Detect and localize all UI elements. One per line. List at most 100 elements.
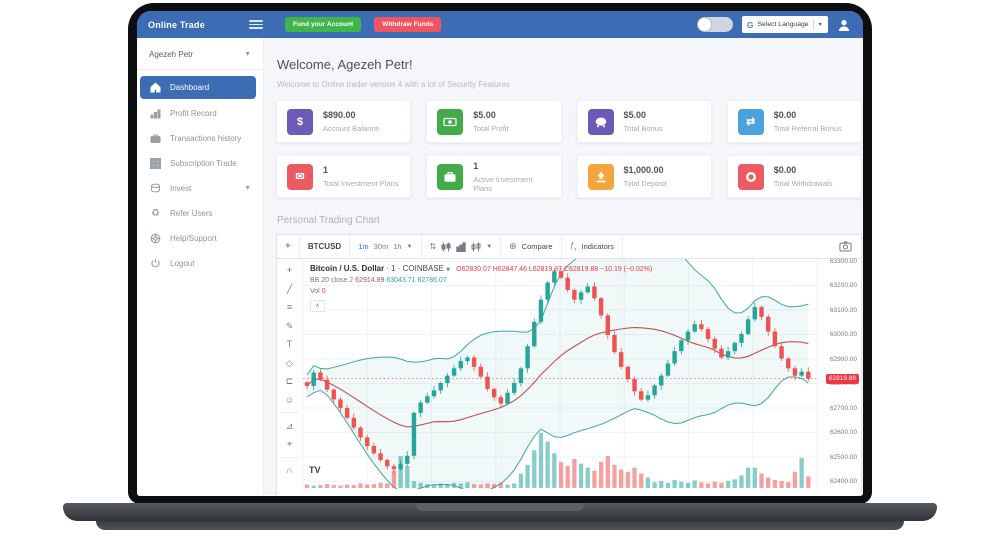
stat-card-total-deposit: $1,000.00 Total Deposit: [576, 155, 712, 198]
text-tool[interactable]: T: [286, 339, 293, 349]
sidebar-item-invest[interactable]: Invest ▼: [137, 176, 263, 201]
chevron-down-icon[interactable]: ▼: [486, 243, 493, 250]
toggle-knob: [697, 18, 711, 31]
chart-toolbar: + BTCUSD 1m 30m 1h ▼ ⇅: [277, 235, 861, 259]
fund-account-button[interactable]: Fund your Account: [285, 17, 362, 32]
stat-card-total-bonus: $5.00 Total Bonus: [576, 100, 712, 143]
measure-tool[interactable]: ⊿: [285, 420, 294, 431]
stat-card-active-investment-plans: 1 Active Investment Plans: [426, 155, 562, 198]
crosshair-mode-button[interactable]: +: [277, 235, 300, 258]
chevron-down-icon[interactable]: ▼: [406, 243, 413, 250]
drawing-tools-sidebar: + ╱ ≡ ✎ T ◇ ⊏ ☺ ⊿ ⌖ ∩: [277, 259, 303, 495]
tradingview-logo: TV: [309, 465, 321, 475]
price-tick: 63100.00: [829, 306, 857, 314]
compare-arrows-icon[interactable]: ⇅: [429, 242, 437, 251]
volume-style-icon[interactable]: [456, 241, 466, 252]
crosshair-tool[interactable]: +: [286, 265, 293, 275]
main-content: Welcome, Agezeh Petr! Welcome to Online …: [264, 38, 863, 495]
app-header: Online Trade Fund your Account Withdraw …: [137, 11, 863, 38]
compare-button[interactable]: ⊕ Compare: [501, 235, 562, 258]
ring-icon: [737, 163, 764, 190]
market-status-dot: ●: [445, 266, 451, 273]
symbol-button[interactable]: BTCUSD: [300, 235, 351, 258]
stat-card-total-withdrawals: $0.00 Total Withdrawals: [726, 155, 862, 198]
emoji-tool[interactable]: ☺: [284, 394, 295, 405]
timeframe-switcher: 1m 30m 1h ▼: [350, 235, 422, 258]
stat-card-total-profit: $5.00 Total Profit: [426, 100, 562, 143]
language-label: Select Language: [757, 21, 809, 28]
sidebar-item-dashboard[interactable]: Dashboard: [140, 76, 256, 99]
timeframe-1h[interactable]: 1h: [393, 242, 402, 251]
price-tick: 63000.00: [829, 331, 857, 338]
pattern-tool[interactable]: ◇: [286, 357, 293, 368]
sidebar-item-refer-users[interactable]: ♻ Refer Users: [151, 208, 213, 219]
dollar-icon: $: [287, 108, 313, 135]
page-title: Welcome, Agezeh Petr!: [277, 57, 413, 72]
legend-bb-upper: 63043.71: [386, 277, 416, 284]
sidebar-item-logout[interactable]: Logout: [137, 251, 263, 276]
trend-line-tool[interactable]: ╱: [286, 283, 293, 294]
piggy-icon: [587, 108, 614, 135]
home-icon: [150, 82, 161, 93]
legend-meta: · 1 · COINBASE: [386, 264, 444, 273]
indicators-button[interactable]: ƒx Indicators: [562, 235, 624, 258]
cash-icon: [437, 108, 464, 135]
brush-tool[interactable]: ✎: [285, 320, 294, 331]
language-selector[interactable]: G Select Language ▼: [741, 16, 828, 33]
legend-bb-label: BB 20 close 2: [310, 277, 354, 284]
screenshot-camera-button[interactable]: [830, 235, 861, 258]
candles-style-icon[interactable]: [441, 242, 451, 252]
timeframe-30m[interactable]: 30m: [373, 242, 389, 251]
refer-icon: ♻: [151, 208, 160, 219]
legend-bb-lower: 62786.07: [417, 277, 447, 284]
legend-collapse-button[interactable]: ∧: [310, 300, 325, 312]
bar-chart-icon: [150, 109, 161, 119]
hamburger-menu-icon[interactable]: [249, 18, 263, 32]
divider: [137, 69, 263, 70]
hollow-candles-style-icon[interactable]: [471, 242, 481, 252]
price-tick: 62700.00: [829, 404, 857, 412]
theme-toggle[interactable]: [696, 17, 733, 32]
legend-vol-value: 0: [321, 288, 326, 295]
google-icon: G: [746, 19, 754, 30]
page-subtitle: Welcome to Online trader version 4 with …: [277, 80, 510, 89]
price-tick: 62500.00: [829, 453, 857, 461]
candlestick-chart[interactable]: [303, 259, 817, 489]
power-icon: [151, 259, 160, 268]
fib-retracement-tool[interactable]: ≡: [286, 302, 293, 312]
laptop-screen: Online Trade Fund your Account Withdraw …: [137, 11, 863, 496]
sidebar-item-help-support[interactable]: Help/Support: [137, 226, 263, 251]
chevron-down-icon: ▼: [244, 185, 251, 192]
laptop-frame: Online Trade Fund your Account Withdraw …: [128, 3, 872, 504]
function-icon: ƒx: [569, 240, 577, 253]
magnet-tool[interactable]: ∩: [286, 465, 293, 475]
laptop-shadow: [96, 521, 904, 530]
withdraw-funds-button[interactable]: Withdraw Funds: [374, 17, 442, 32]
timeframe-1m[interactable]: 1m: [358, 242, 369, 251]
chart-plot-area[interactable]: Bitcoin / U.S. Dollar · 1 · COINBASE ● O…: [303, 259, 817, 489]
grid-icon: [150, 158, 161, 169]
section-title: Personal Trading Chart: [277, 215, 380, 226]
camera-icon: [839, 241, 852, 252]
envelope-icon: ✉: [287, 163, 313, 190]
coins-icon: [151, 183, 160, 193]
chevron-down-icon: ▼: [812, 19, 825, 30]
price-tick: 63300.00: [829, 257, 857, 265]
sidebar-item-transactions-history[interactable]: Transactions history: [137, 126, 263, 151]
exchange-icon: ⇄: [737, 108, 764, 135]
stat-card-total-investment-plans: ✉ 1 Total Investment Plans: [276, 155, 412, 198]
sidebar-item-profit-record[interactable]: Profit Record: [137, 101, 263, 126]
sidebar-user-menu[interactable]: Agezeh Petr ▼: [137, 38, 263, 69]
position-tool[interactable]: ⊏: [285, 376, 294, 386]
divider: [280, 456, 299, 458]
price-axis[interactable]: 63300.00 63200.00 63100.00 63000.00 62900.00…: [817, 257, 861, 495]
zoom-in-tool[interactable]: ⌖: [286, 439, 293, 449]
chart-style-switcher: ⇅ ▼: [422, 235, 502, 258]
price-tick: 63200.00: [829, 282, 857, 289]
sidebar-item-subscription-trade[interactable]: Subscription Trade: [137, 151, 263, 176]
stat-card-total-referral-bonus: ⇄ $0.00 Total Referral Bonus: [726, 100, 862, 143]
user-icon[interactable]: [837, 18, 851, 32]
legend-bb-basis: 62914.89: [355, 277, 385, 284]
sidebar: Agezeh Petr ▼ Dashboard Profit Record Tr…: [137, 38, 264, 495]
legend-symbol-title: Bitcoin / U.S. Dollar: [310, 264, 385, 273]
